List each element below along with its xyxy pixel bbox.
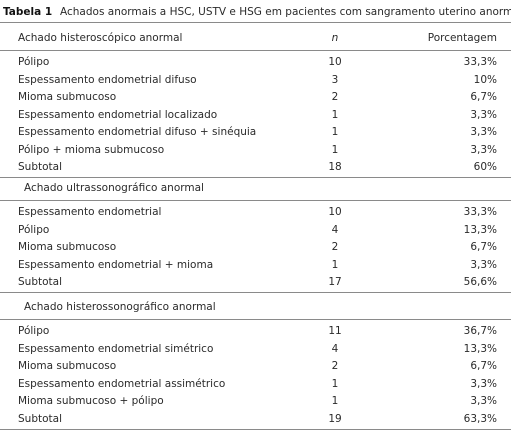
row-percentage: 3,3% — [470, 126, 497, 138]
row-n: 10 — [328, 56, 342, 68]
row-n: 19 — [328, 412, 342, 425]
rule — [0, 22, 511, 23]
row-label: Espessamento endometrial localizado — [18, 108, 218, 121]
row-label: Pólipo — [18, 223, 50, 236]
row-label: Subtotal — [18, 161, 62, 173]
row-label: Subtotal — [18, 276, 62, 288]
row-n: 3 — [331, 73, 339, 86]
row-n: 17 — [328, 276, 342, 288]
row-label: Mioma submucoso + pólipo — [18, 395, 164, 407]
row-percentage: 6,7% — [470, 360, 497, 372]
row-label: Pólipo — [18, 56, 50, 68]
row-n: 2 — [331, 91, 339, 103]
row-label: Mioma submucoso — [18, 360, 117, 372]
row-percentage: 56,6% — [463, 276, 497, 288]
row-percentage: 63,3% — [463, 412, 497, 425]
row-percentage: 13,3% — [463, 223, 497, 236]
column-header: Porcentagem — [427, 32, 497, 44]
row-label: Espessamento endometrial — [18, 206, 162, 218]
row-percentage: 3,3% — [470, 258, 497, 271]
row-n: 1 — [331, 108, 339, 121]
row-percentage: 3,3% — [470, 377, 497, 390]
row-percentage: 6,7% — [470, 91, 497, 103]
row-label: Mioma submucoso — [18, 91, 117, 103]
row-percentage: 60% — [473, 161, 497, 173]
row-label: Espessamento endometrial simétrico — [18, 342, 214, 355]
row-n: 18 — [328, 161, 342, 173]
section-header: Achado ultrassonográfico anormal — [24, 182, 204, 194]
row-n: 4 — [331, 342, 339, 355]
row-label: Espessamento endometrial difuso + sinéqu… — [18, 126, 257, 138]
row-n: 1 — [331, 377, 339, 390]
row-label: Mioma submucoso — [18, 241, 117, 253]
table-title: Achados anormais a HSC, USTV e HSG em pa… — [60, 6, 511, 18]
rule — [0, 319, 511, 320]
row-label: Subtotal — [18, 412, 62, 425]
row-n: 1 — [331, 143, 339, 156]
row-label: Pólipo + mioma submucoso — [18, 143, 165, 156]
row-percentage: 3,3% — [470, 143, 497, 156]
rule — [0, 50, 511, 51]
row-percentage: 13,3% — [463, 342, 497, 355]
row-label: Espessamento endometrial difuso — [18, 73, 197, 86]
row-percentage: 10% — [473, 73, 497, 86]
rule — [0, 177, 511, 178]
column-header: n — [331, 32, 339, 44]
row-percentage: 36,7% — [463, 325, 497, 337]
row-percentage: 3,3% — [470, 108, 497, 121]
row-n: 2 — [331, 241, 339, 253]
row-percentage: 6,7% — [470, 241, 497, 253]
row-percentage: 33,3% — [463, 206, 497, 218]
row-n: 11 — [328, 325, 342, 337]
row-percentage: 3,3% — [470, 395, 497, 407]
rule — [0, 292, 511, 293]
row-label: Pólipo — [18, 325, 50, 337]
row-n: 1 — [331, 395, 339, 407]
row-n: 1 — [331, 126, 339, 138]
row-n: 1 — [331, 258, 339, 271]
table-label: Tabela 1 — [3, 6, 53, 18]
section-header: Achado histerossonográfico anormal — [24, 301, 216, 313]
rule — [0, 200, 511, 201]
row-label: Espessamento endometrial + mioma — [18, 258, 214, 271]
section-header: Achado histeroscópico anormal — [18, 32, 183, 44]
row-label: Espessamento endometrial assimétrico — [18, 377, 226, 390]
row-n: 10 — [328, 206, 342, 218]
row-n: 4 — [331, 223, 339, 236]
rule — [0, 428, 511, 430]
row-percentage: 33,3% — [463, 56, 497, 68]
row-n: 2 — [331, 360, 339, 372]
